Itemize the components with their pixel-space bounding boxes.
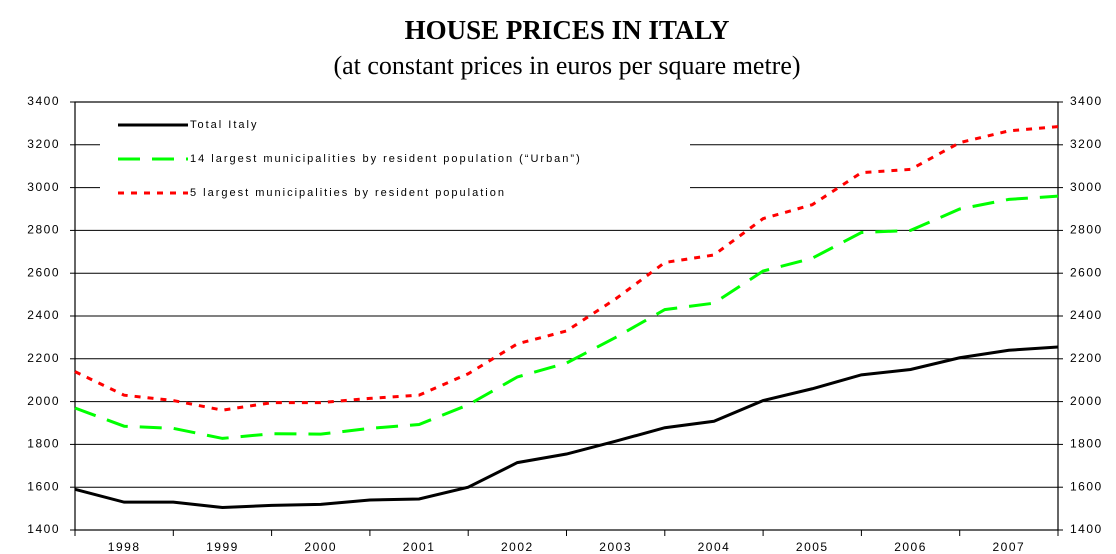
y-tick-label: 1800 <box>27 437 60 451</box>
x-tick-label: 2007 <box>992 540 1025 554</box>
y2-tick-label: 3000 <box>1070 180 1103 194</box>
chart-title: HOUSE PRICES IN ITALY <box>405 15 730 45</box>
series-line <box>74 125 1059 412</box>
series-line <box>74 194 1059 440</box>
y-tick-label: 2400 <box>27 308 60 322</box>
x-tick-label: 2003 <box>599 540 632 554</box>
y-tick-label: 2600 <box>27 265 60 279</box>
chart-subtitle: (at constant prices in euros per square … <box>333 51 800 80</box>
y2-tick-label: 3200 <box>1070 137 1103 151</box>
plot-frame <box>74 101 1059 531</box>
x-tick-label: 2000 <box>304 540 337 554</box>
y2-tick-label: 2400 <box>1070 308 1103 322</box>
x-tick-label: 2002 <box>501 540 534 554</box>
x-tick-label: 2006 <box>894 540 927 554</box>
y2-tick-label: 1400 <box>1070 522 1103 536</box>
y-tick-label: 2200 <box>27 351 60 365</box>
y2-tick-label: 2200 <box>1070 351 1103 365</box>
series-line <box>74 345 1059 510</box>
y2-tick-label: 3400 <box>1070 94 1103 108</box>
legend-box <box>100 110 690 210</box>
legend-label: 14 largest municipalities by resident po… <box>190 153 582 165</box>
y2-tick-label: 1600 <box>1070 479 1103 493</box>
x-tick-label: 2004 <box>698 540 731 554</box>
x-tick-label: 2005 <box>796 540 829 554</box>
y-tick-label: 1600 <box>27 479 60 493</box>
y-tick-label: 2000 <box>27 394 60 408</box>
y-tick-label: 3400 <box>27 94 60 108</box>
y-tick-label: 2800 <box>27 223 60 237</box>
x-tick-label: 1999 <box>206 540 239 554</box>
legend-label: 5 largest municipalities by resident pop… <box>190 187 506 199</box>
y-tick-label: 3200 <box>27 137 60 151</box>
x-tick-label: 2001 <box>403 540 436 554</box>
y2-tick-label: 1800 <box>1070 437 1103 451</box>
y-tick-label: 1400 <box>27 522 60 536</box>
x-tick-label: 1998 <box>108 540 141 554</box>
legend-label: Total Italy <box>190 119 258 131</box>
y-tick-label: 3000 <box>27 180 60 194</box>
y2-tick-label: 2600 <box>1070 265 1103 279</box>
y2-tick-label: 2000 <box>1070 394 1103 408</box>
y2-tick-label: 2800 <box>1070 223 1103 237</box>
